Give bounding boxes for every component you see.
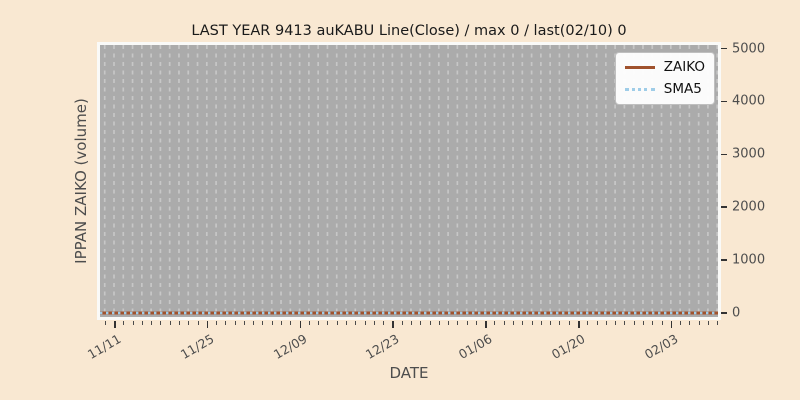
y-tick xyxy=(721,153,727,156)
x-tick-label-02-03: 02/03 xyxy=(641,331,681,363)
y-tick-label-1000: 1000 xyxy=(732,252,766,268)
legend-label-zaiko: ZAIKO xyxy=(663,59,705,75)
x-minor-tick xyxy=(448,321,450,325)
x-minor-tick xyxy=(615,321,617,325)
legend-label-sma5: SMA5 xyxy=(663,80,702,97)
y-tick xyxy=(721,312,727,314)
x-minor-tick xyxy=(429,321,431,325)
x-major-tick xyxy=(485,321,487,328)
x-tick-label-12-09: 12/09 xyxy=(270,331,310,363)
x-minor-tick xyxy=(318,321,320,325)
y-tick-label-5000: 5000 xyxy=(732,41,766,56)
legend-item-sma5: SMA5 xyxy=(624,80,705,97)
x-minor-tick xyxy=(243,321,245,325)
x-minor-tick xyxy=(410,321,412,325)
x-minor-tick xyxy=(271,321,273,325)
y-tick xyxy=(721,47,727,50)
x-minor-tick xyxy=(559,321,561,325)
y-tick-label-3000: 3000 xyxy=(732,146,766,162)
x-minor-tick xyxy=(605,321,607,325)
x-minor-tick xyxy=(253,321,255,325)
x-minor-tick xyxy=(336,321,338,325)
y-tick xyxy=(721,206,727,208)
x-minor-tick xyxy=(503,321,505,325)
x-axis-label: DATE xyxy=(389,364,429,382)
x-minor-tick xyxy=(531,321,533,325)
x-major-tick xyxy=(670,321,673,328)
x-minor-tick xyxy=(216,321,218,325)
x-minor-tick xyxy=(197,321,199,325)
chart-title: LAST YEAR 9413 auKABU Line(Close) / max … xyxy=(191,23,627,39)
x-major-tick xyxy=(206,321,209,328)
x-minor-tick xyxy=(401,321,403,325)
x-minor-tick xyxy=(188,321,190,325)
x-minor-tick xyxy=(633,321,635,325)
x-minor-tick xyxy=(364,321,366,325)
x-minor-tick xyxy=(234,321,236,325)
x-minor-tick xyxy=(160,321,162,325)
x-minor-tick xyxy=(104,321,106,325)
x-minor-tick xyxy=(373,321,375,325)
x-minor-tick xyxy=(698,321,700,325)
x-minor-tick xyxy=(327,321,329,325)
x-minor-tick xyxy=(262,321,264,325)
x-major-tick xyxy=(392,321,394,328)
x-tick-label-11-11: 11/11 xyxy=(84,331,124,363)
x-minor-tick xyxy=(151,321,153,325)
x-minor-tick xyxy=(346,321,347,325)
y-tick-label-2000: 2000 xyxy=(732,199,766,215)
y-tick-label-0: 0 xyxy=(732,305,741,321)
x-tick-label-11-25: 11/25 xyxy=(177,331,217,363)
x-minor-tick xyxy=(522,321,524,325)
x-minor-tick xyxy=(383,321,385,325)
x-tick-label-12-23: 12/23 xyxy=(363,331,402,363)
x-minor-tick xyxy=(308,321,310,325)
x-minor-tick xyxy=(132,321,134,325)
x-minor-tick xyxy=(438,321,440,325)
x-minor-tick xyxy=(494,321,496,325)
x-major-tick xyxy=(114,321,116,328)
x-minor-tick xyxy=(568,321,570,325)
x-minor-tick xyxy=(178,321,180,325)
x-minor-tick xyxy=(123,321,125,325)
x-minor-tick xyxy=(169,321,171,325)
x-minor-tick xyxy=(707,321,709,325)
y-tick-label-4000: 4000 xyxy=(732,93,766,109)
legend: ZAIKO SMA5 xyxy=(614,52,715,105)
legend-item-zaiko: ZAIKO xyxy=(624,59,705,75)
x-minor-tick xyxy=(680,321,682,325)
x-minor-tick xyxy=(550,321,552,325)
x-minor-tick xyxy=(355,321,357,325)
x-minor-tick xyxy=(513,321,515,325)
x-minor-tick xyxy=(141,321,143,325)
x-minor-tick xyxy=(457,321,459,325)
x-minor-tick xyxy=(420,321,422,325)
x-minor-tick xyxy=(689,321,691,325)
x-major-tick xyxy=(299,321,302,328)
x-minor-tick xyxy=(642,321,644,325)
x-minor-tick xyxy=(466,321,468,325)
x-minor-tick xyxy=(281,321,283,325)
x-minor-tick xyxy=(596,321,598,325)
zaiko-line-swatch xyxy=(624,65,655,69)
x-tick-label-01-06: 01/06 xyxy=(455,331,495,363)
x-minor-tick xyxy=(290,321,292,325)
y-tick xyxy=(721,100,727,103)
sma5-line-swatch xyxy=(624,87,655,91)
x-minor-tick xyxy=(661,321,663,325)
y-tick xyxy=(721,259,727,261)
plot-area: ZAIKO SMA5 xyxy=(97,42,721,320)
x-minor-tick xyxy=(540,321,542,325)
x-major-tick xyxy=(578,321,580,328)
x-minor-tick xyxy=(717,321,719,325)
x-tick-label-01-20: 01/20 xyxy=(548,331,588,363)
y-axis-label: IPPAN ZAIKO (volume) xyxy=(72,98,90,264)
x-minor-tick xyxy=(475,321,477,325)
x-minor-tick xyxy=(225,321,227,325)
x-minor-tick xyxy=(587,321,589,325)
x-minor-tick xyxy=(624,321,626,325)
x-minor-tick xyxy=(652,321,654,325)
